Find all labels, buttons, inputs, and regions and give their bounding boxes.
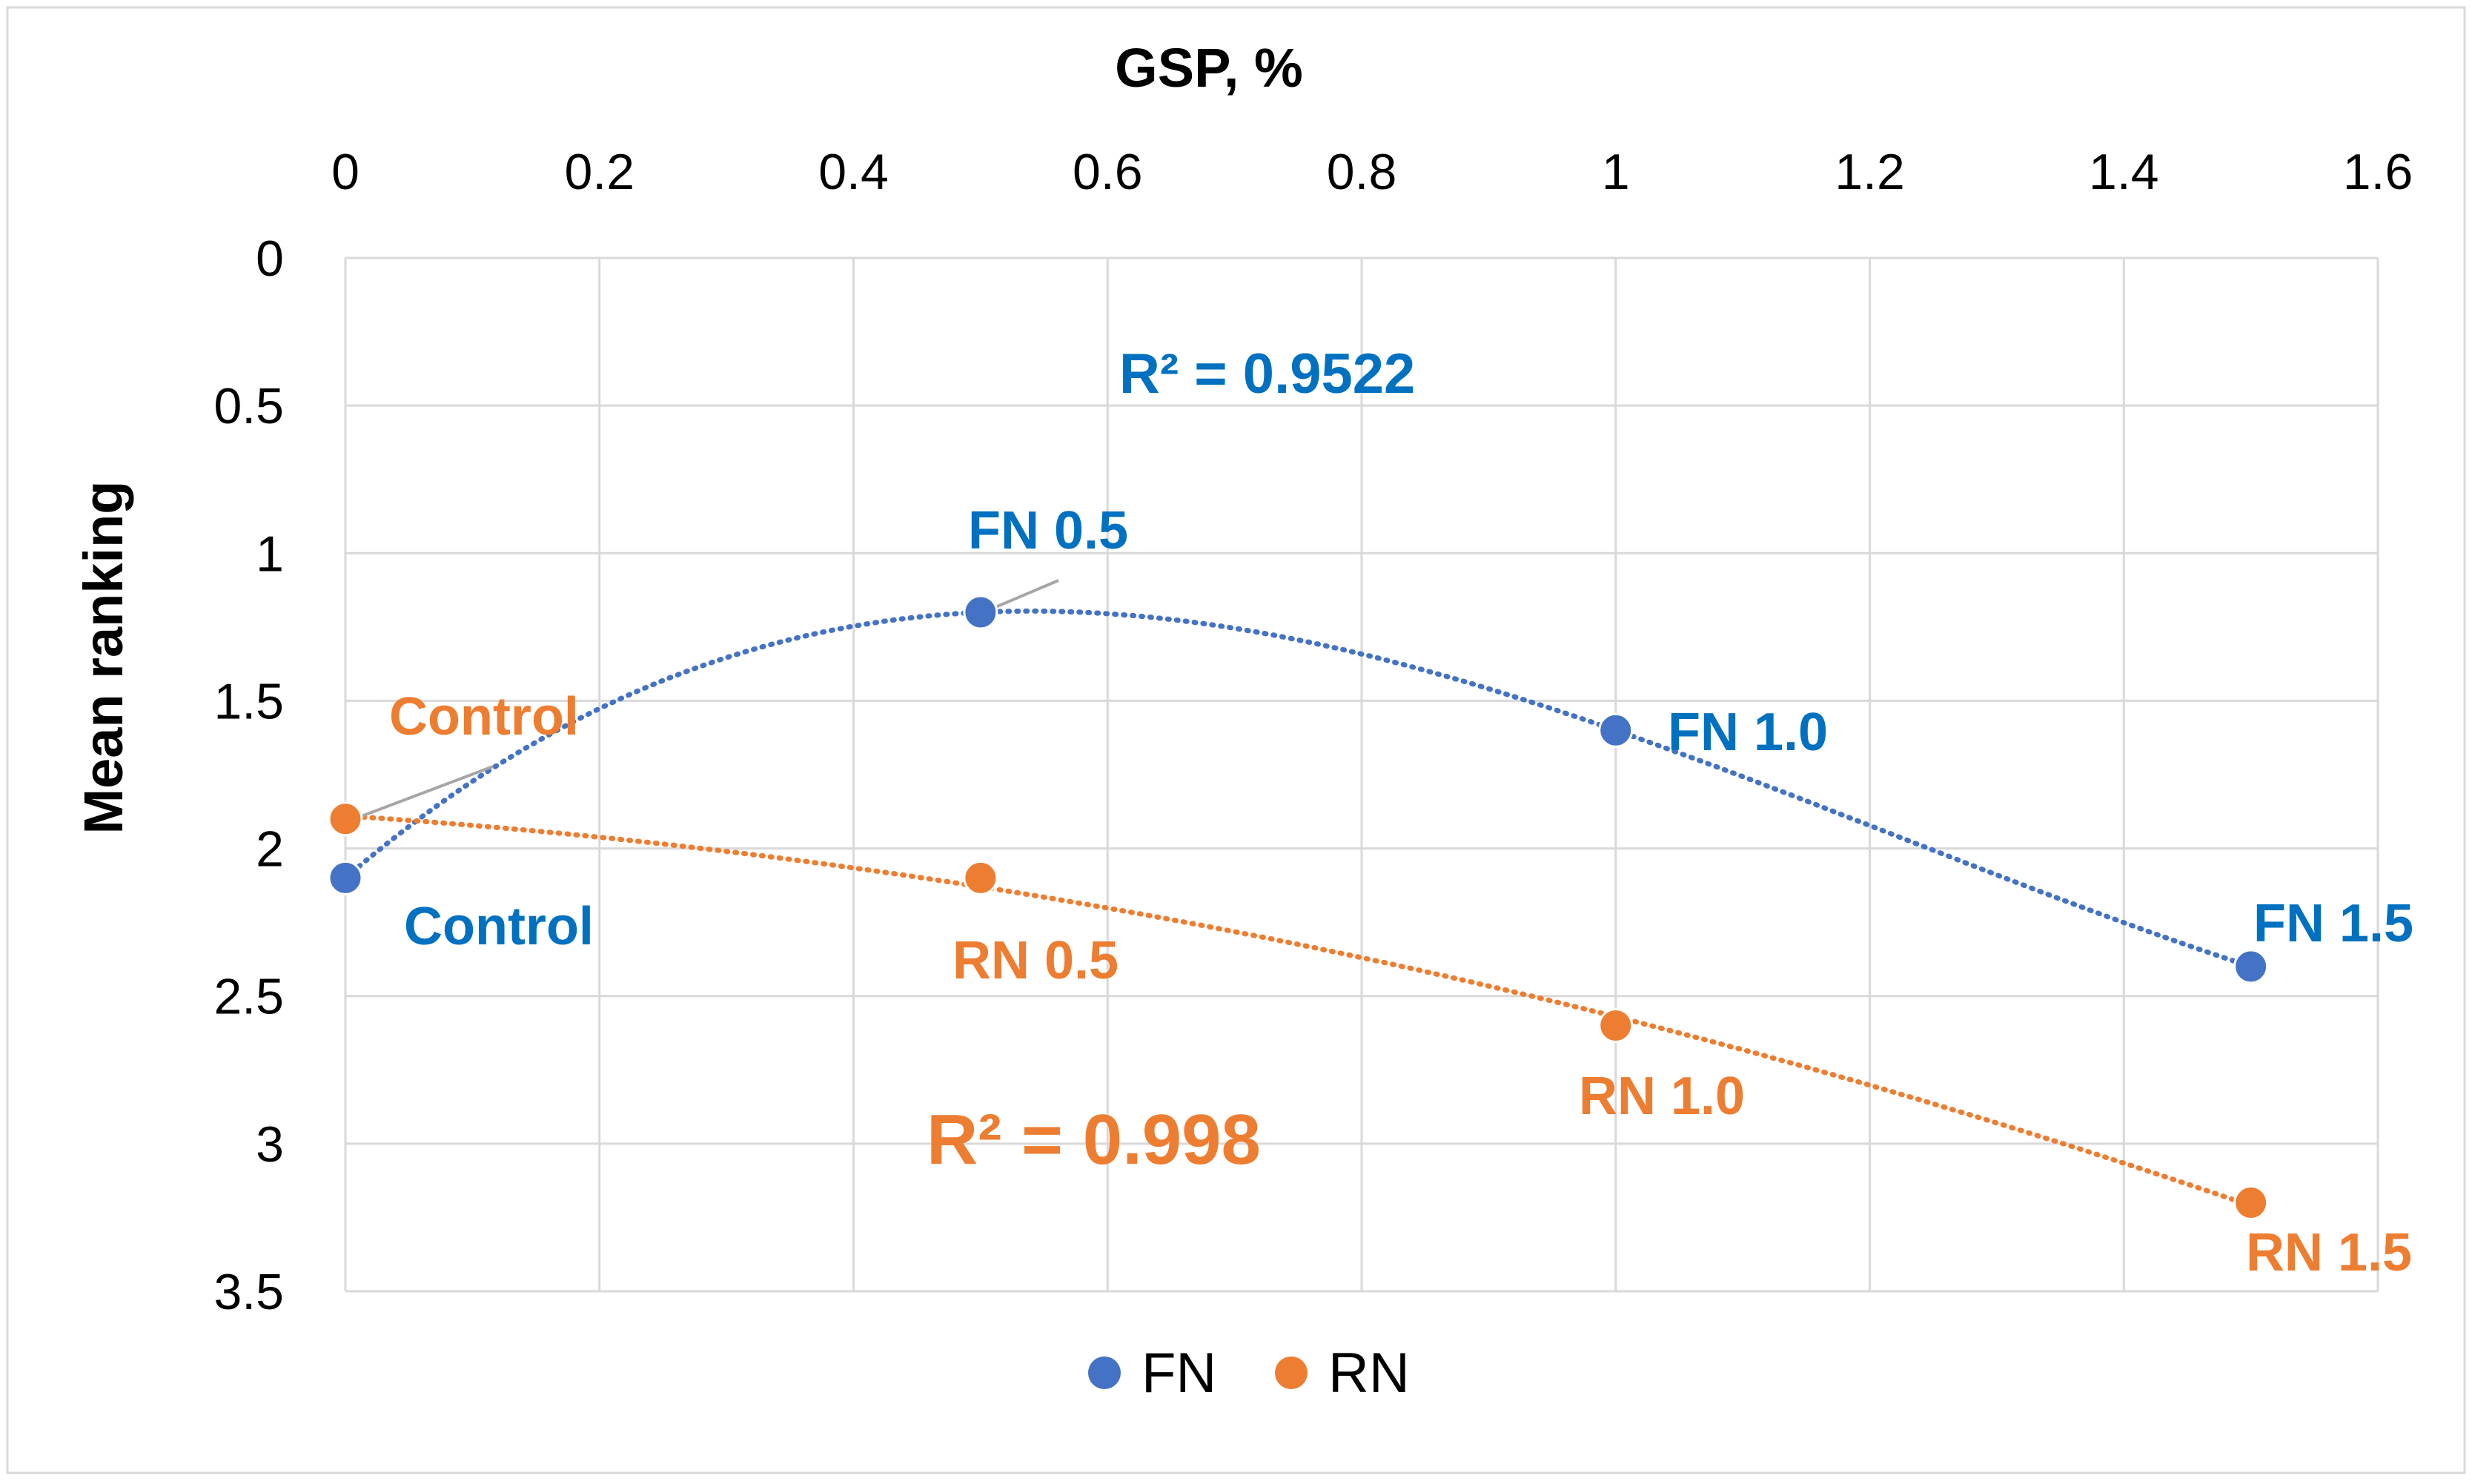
x-tick-label: 0.6 bbox=[1073, 144, 1143, 200]
fn-data-label: Control bbox=[404, 897, 594, 956]
fn-legend-label: FN bbox=[1141, 1342, 1216, 1405]
fn-data-label: FN 1.0 bbox=[1668, 703, 1828, 762]
x-axis-title: GSP, % bbox=[1115, 37, 1303, 99]
rn-data-label: RN 1.0 bbox=[1579, 1067, 1745, 1126]
fn-r2-label: R² = 0.9522 bbox=[1119, 342, 1415, 405]
rn-point bbox=[328, 801, 363, 837]
trendline-layer bbox=[342, 608, 2254, 1208]
fn-data-label: FN 1.5 bbox=[2253, 894, 2413, 953]
fn-legend-marker bbox=[1088, 1357, 1121, 1389]
rn-data-label: RN 0.5 bbox=[952, 931, 1119, 990]
x-tick-label: 1 bbox=[1602, 144, 1630, 200]
rn-legend-marker bbox=[1275, 1357, 1308, 1389]
rn-point bbox=[963, 860, 998, 895]
y-tick-label: 2 bbox=[256, 821, 284, 878]
y-tick-label: 3.5 bbox=[213, 1264, 284, 1320]
y-tick-label: 0 bbox=[256, 231, 284, 287]
rn-r2-label: R² = 0.998 bbox=[927, 1100, 1261, 1179]
y-tick-label: 0.5 bbox=[213, 378, 284, 434]
fn-trendline bbox=[342, 608, 2254, 970]
fn-point bbox=[1598, 712, 1634, 748]
x-tick-label: 0.4 bbox=[818, 144, 889, 200]
x-tick-label: 0.2 bbox=[564, 144, 634, 200]
rn-control-leader-line bbox=[355, 765, 494, 820]
x-tick-label: 0.8 bbox=[1327, 144, 1397, 200]
x-tick-label: 1.4 bbox=[2089, 144, 2159, 200]
x-tick-label: 1.2 bbox=[1835, 144, 1905, 200]
point-layer bbox=[328, 594, 2269, 1221]
legend: FN RN bbox=[1088, 1342, 1410, 1405]
rn-data-label: RN 1.5 bbox=[2246, 1223, 2412, 1282]
y-tick-label: 3 bbox=[256, 1116, 284, 1173]
rn-trendline bbox=[342, 813, 2254, 1208]
y-axis-title: Mean ranking bbox=[73, 481, 134, 835]
rn-point bbox=[1598, 1008, 1634, 1044]
x-tick-label: 0 bbox=[331, 144, 359, 200]
chart-border bbox=[6, 6, 2466, 1474]
rn-point bbox=[2233, 1185, 2269, 1221]
x-tick-label: 1.6 bbox=[2343, 144, 2413, 200]
fn-point bbox=[2233, 949, 2269, 984]
axis-layer: 0 0.2 0.4 0.6 0.8 1 1.2 1.4 1.6 0 0.5 1 1.5 2 2.5 3 3.5 G… bbox=[73, 37, 2413, 1320]
rn-legend-label: RN bbox=[1328, 1342, 1410, 1405]
fn-point bbox=[963, 594, 998, 630]
grid-layer bbox=[344, 256, 2379, 1293]
fn-point bbox=[328, 860, 363, 895]
fn-data-label: FN 0.5 bbox=[968, 501, 1128, 560]
y-tick-label: 2.5 bbox=[213, 969, 284, 1025]
y-tick-label: 1 bbox=[256, 526, 284, 582]
rn-data-label: Control bbox=[389, 687, 579, 746]
y-tick-label: 1.5 bbox=[213, 673, 284, 729]
data-label-layer: R² = 0.9522 R² = 0.998 Control FN 0.5 FN 1.0… bbox=[389, 342, 2413, 1282]
